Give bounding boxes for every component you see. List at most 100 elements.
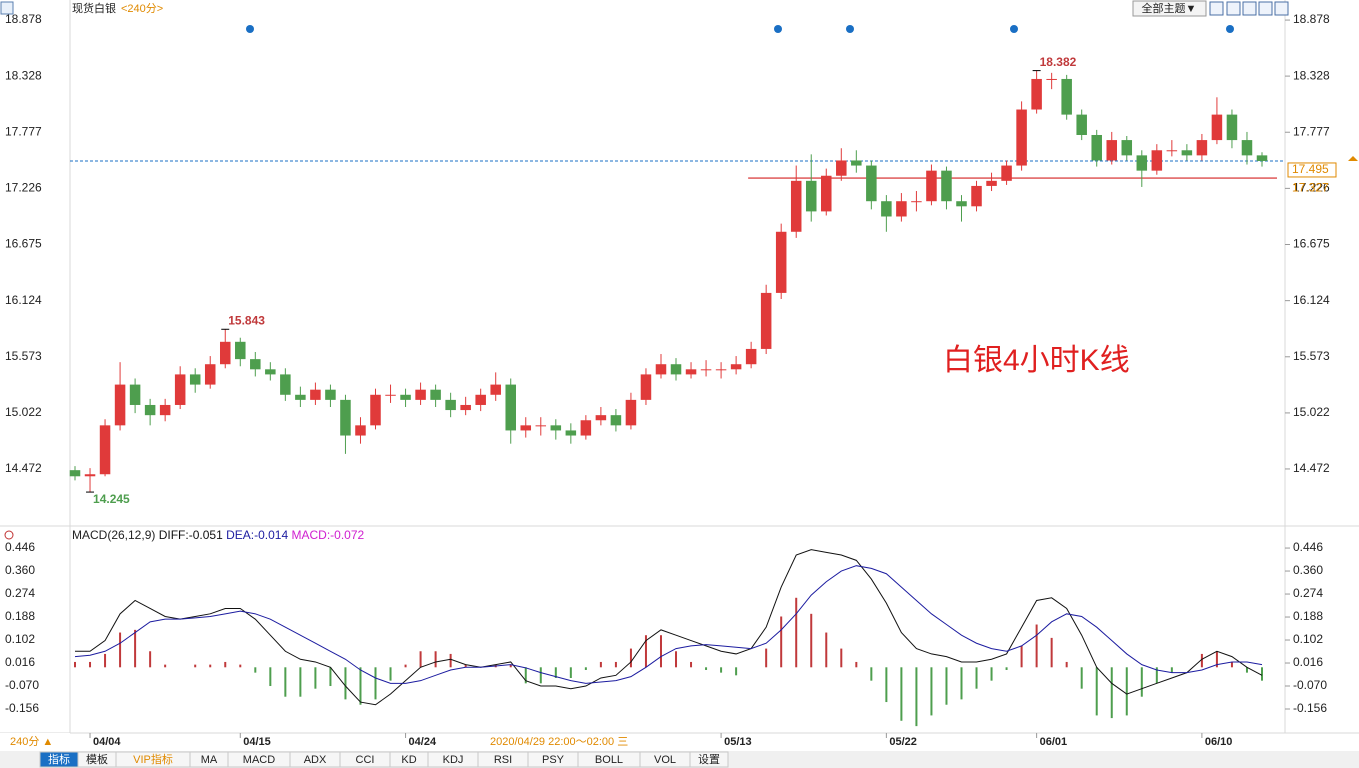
tab-label[interactable]: BOLL bbox=[595, 754, 623, 766]
tab-label[interactable]: PSY bbox=[542, 754, 565, 766]
y-tick-label: 14.472 bbox=[5, 461, 42, 475]
candle-body bbox=[1001, 165, 1012, 181]
tab-label[interactable]: 设置 bbox=[698, 753, 720, 766]
tab-label[interactable]: VOL bbox=[654, 754, 676, 766]
theme-button-label[interactable]: 全部主题▼ bbox=[1142, 1, 1197, 15]
tab-label[interactable]: RSI bbox=[494, 754, 512, 766]
macd-bar bbox=[900, 667, 903, 721]
y-tick-label: 17.777 bbox=[5, 124, 42, 138]
candle-body bbox=[1091, 134, 1102, 161]
tab-label[interactable]: 模板 bbox=[86, 752, 108, 766]
candle-body bbox=[325, 389, 336, 400]
macd-bar bbox=[1200, 653, 1203, 668]
candle-body bbox=[370, 394, 381, 426]
macd-bar bbox=[374, 667, 377, 700]
candle-body bbox=[1061, 78, 1072, 115]
candle-body bbox=[941, 170, 952, 202]
macd-bar bbox=[209, 664, 212, 668]
candle-body bbox=[700, 369, 712, 371]
macd-bar bbox=[870, 667, 873, 681]
y-tick-label-right: 0.274 bbox=[1293, 586, 1323, 600]
tab-label[interactable]: CCI bbox=[356, 754, 375, 766]
y-tick-label-right: 0.446 bbox=[1293, 540, 1323, 554]
macd-bar bbox=[945, 667, 948, 705]
macd-bar bbox=[1020, 645, 1023, 668]
candle-body bbox=[144, 404, 156, 416]
y-tick-label-right: 14.472 bbox=[1293, 461, 1330, 475]
y-tick-label: -0.070 bbox=[5, 678, 39, 692]
macd-bar bbox=[840, 648, 843, 668]
tool-icon[interactable] bbox=[1258, 1, 1273, 16]
event-marker[interactable] bbox=[846, 25, 854, 33]
event-marker[interactable] bbox=[774, 25, 782, 33]
tool-icon[interactable] bbox=[1226, 1, 1241, 16]
y-tick-label-right: 16.675 bbox=[1293, 237, 1330, 251]
macd-bar bbox=[1245, 667, 1248, 673]
candle-body bbox=[760, 292, 772, 349]
x-tick-label: 05/22 bbox=[889, 736, 917, 748]
macd-bar bbox=[930, 667, 933, 716]
tab-label[interactable]: KD bbox=[401, 754, 416, 766]
tab-label[interactable]: MA bbox=[201, 754, 218, 766]
x-tick-label: 04/15 bbox=[243, 736, 271, 748]
y-tick-label: 16.675 bbox=[5, 237, 42, 251]
candle-body bbox=[159, 404, 171, 416]
tool-icon[interactable] bbox=[1242, 1, 1257, 16]
macd-bar bbox=[915, 667, 918, 727]
macd-bar bbox=[149, 651, 152, 668]
candle-body bbox=[189, 374, 201, 385]
y-tick-label: 15.022 bbox=[5, 405, 42, 419]
macd-bar bbox=[434, 651, 437, 668]
symbol: 现货白银 bbox=[72, 1, 116, 15]
macd-bar bbox=[524, 667, 527, 684]
tool-icon[interactable] bbox=[1274, 1, 1289, 16]
candle-body bbox=[655, 364, 667, 375]
period-tab[interactable]: 240分 ▲ bbox=[10, 735, 53, 748]
candle-body bbox=[250, 359, 261, 370]
event-marker[interactable] bbox=[246, 25, 254, 33]
macd-bar bbox=[1140, 667, 1143, 697]
tab-label[interactable]: 指标 bbox=[48, 752, 70, 766]
y-tick-label-right: 17.226 bbox=[1293, 181, 1330, 195]
tab-label[interactable]: VIP指标 bbox=[133, 752, 173, 766]
extreme-label: 18.382 bbox=[1040, 55, 1077, 69]
y-tick-label: 0.446 bbox=[5, 540, 35, 554]
event-marker[interactable] bbox=[1226, 25, 1234, 33]
tab-box[interactable] bbox=[689, 751, 729, 768]
tab-label[interactable]: KDJ bbox=[443, 754, 464, 766]
panel-icon[interactable] bbox=[0, 1, 14, 15]
candle-body bbox=[174, 374, 186, 405]
y-tick-label: 17.226 bbox=[5, 181, 42, 195]
annotation: 白银4小时K线 bbox=[943, 344, 1130, 377]
macd-bar bbox=[810, 613, 813, 668]
candle-body bbox=[204, 364, 216, 385]
candle-body bbox=[430, 389, 441, 400]
y-tick-label: 0.102 bbox=[5, 632, 35, 646]
event-marker[interactable] bbox=[1010, 25, 1018, 33]
macd-bar bbox=[599, 661, 602, 668]
x-tick-label: 06/10 bbox=[1205, 736, 1233, 748]
macd-bar bbox=[134, 629, 137, 668]
tab-label[interactable]: ADX bbox=[304, 754, 327, 766]
last-price-box bbox=[1287, 162, 1337, 178]
candle-body bbox=[911, 201, 922, 203]
candle-body bbox=[971, 185, 982, 207]
macd-bar bbox=[1170, 667, 1173, 673]
toolbar-icons bbox=[1209, 1, 1289, 16]
tab-label[interactable]: MACD bbox=[243, 754, 275, 766]
macd-bar bbox=[224, 661, 227, 668]
macd-bar bbox=[554, 667, 557, 678]
candle-body bbox=[1121, 140, 1133, 156]
macd-bar bbox=[104, 653, 107, 668]
macd-bar bbox=[1035, 624, 1038, 668]
y-tick-label-right: 15.022 bbox=[1293, 405, 1330, 419]
y-tick-label-right: 0.360 bbox=[1293, 563, 1323, 577]
candle-body bbox=[1241, 140, 1253, 156]
macd-bar bbox=[299, 667, 302, 697]
candle-body bbox=[385, 394, 396, 396]
candle-body bbox=[129, 384, 141, 405]
indicator-icon[interactable] bbox=[4, 530, 14, 540]
theme-button[interactable] bbox=[1132, 0, 1207, 17]
macd-bar bbox=[885, 667, 888, 703]
tool-icon[interactable] bbox=[1209, 1, 1224, 16]
